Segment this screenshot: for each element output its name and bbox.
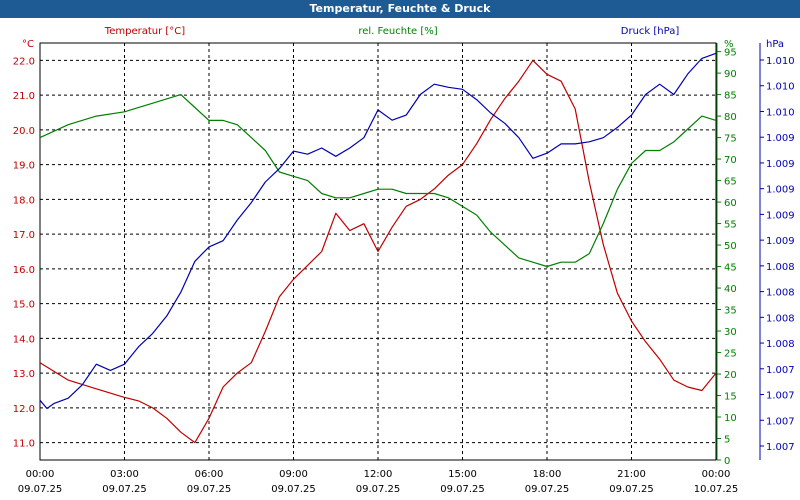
temp-tick-label: 22.0 (13, 56, 35, 67)
humidity-tick-label: 10 (724, 413, 737, 424)
humidity-tick-label: 30 (724, 327, 737, 338)
x-tick-time: 03:00 (110, 469, 139, 480)
pressure-tick-label: 1.008 (766, 339, 795, 350)
humidity-unit-label: % (724, 39, 734, 50)
x-tick-time: 15:00 (448, 469, 477, 480)
humidity-tick-label: 85 (724, 91, 737, 102)
x-tick-date: 09.07.25 (609, 484, 654, 495)
temp-tick-label: 18.0 (13, 195, 35, 206)
humidity-tick-label: 80 (724, 112, 737, 123)
humidity-series-label: rel. Feuchte [%] (358, 26, 437, 37)
humidity-tick-label: 90 (724, 69, 737, 80)
pressure-tick-label: 1.010 (766, 82, 795, 93)
pressure-tick-label: 1.009 (766, 159, 795, 170)
x-tick-date: 09.07.25 (187, 484, 232, 495)
window-title: Temperatur, Feuchte & Druck (0, 0, 800, 18)
temp-tick-label: 13.0 (13, 369, 35, 380)
temp-tick-label: 16.0 (13, 265, 35, 276)
x-tick-date: 09.07.25 (271, 484, 316, 495)
humidity-tick-label: 35 (724, 306, 737, 317)
pressure-tick-label: 1.010 (766, 107, 795, 118)
x-tick-date: 09.07.25 (102, 484, 147, 495)
pressure-line (39, 52, 717, 410)
temp-tick-label: 14.0 (13, 334, 35, 345)
pressure-tick-label: 1.008 (766, 262, 795, 273)
x-tick-date: 09.07.25 (356, 484, 401, 495)
series-lines (39, 52, 717, 444)
humidity-tick-label: 25 (724, 349, 737, 360)
humidity-tick-label: 20 (724, 370, 737, 381)
x-tick-date: 09.07.25 (18, 484, 63, 495)
humidity-tick-label: 60 (724, 198, 737, 209)
temp-unit-label: °C (22, 39, 34, 50)
humidity-tick-label: 55 (724, 220, 737, 231)
pressure-tick-label: 1.010 (766, 56, 795, 67)
x-tick-date: 09.07.25 (440, 484, 485, 495)
temp-tick-label: 19.0 (13, 161, 35, 172)
humidity-line (39, 93, 717, 268)
grid (40, 43, 716, 460)
pressure-tick-label: 1.008 (766, 313, 795, 324)
humidity-tick-label: 65 (724, 177, 737, 188)
x-tick-time: 18:00 (533, 469, 562, 480)
humidity-tick-label: 40 (724, 284, 737, 295)
x-tick-time: 06:00 (195, 469, 224, 480)
pressure-tick-label: 1.008 (766, 288, 795, 299)
pressure-tick-label: 1.009 (766, 185, 795, 196)
pressure-tick-label: 1.009 (766, 133, 795, 144)
pressure-tick-label: 1.007 (766, 442, 795, 453)
temp-tick-label: 12.0 (13, 404, 35, 415)
temp-tick-label: 17.0 (13, 230, 35, 241)
humidity-tick-label: 5 (724, 435, 730, 446)
x-tick-time: 12:00 (364, 469, 393, 480)
pressure-unit-label: hPa (766, 39, 784, 50)
pressure-tick-label: 1.009 (766, 210, 795, 221)
temp-tick-label: 15.0 (13, 300, 35, 311)
x-tick-time: 21:00 (617, 469, 646, 480)
x-tick-time: 00:00 (702, 469, 731, 480)
humidity-tick-label: 70 (724, 155, 737, 166)
chart: °C Temperatur [°C] rel. Feuchte [%] Druc… (0, 18, 800, 500)
tick-labels: 00:00 09.07.25 03:00 09.07.25 06:00 09.07.25 0… (13, 48, 795, 495)
humidity-tick-label: 75 (724, 134, 737, 145)
humidity-tick-label: 45 (724, 263, 737, 274)
pressure-tick-label: 1.007 (766, 391, 795, 402)
temperature-line (39, 59, 717, 444)
x-tick-time: 00:00 (26, 469, 55, 480)
temp-tick-label: 20.0 (13, 126, 35, 137)
pressure-tick-label: 1.007 (766, 365, 795, 376)
humidity-tick-label: 95 (724, 48, 737, 59)
pressure-tick-label: 1.007 (766, 416, 795, 427)
plot-frame (39, 42, 717, 461)
x-tick-date: 10.07.25 (694, 484, 739, 495)
temp-tick-label: 11.0 (13, 439, 35, 450)
humidity-tick-label: 50 (724, 241, 737, 252)
x-tick-time: 09:00 (279, 469, 308, 480)
temp-tick-label: 21.0 (13, 91, 35, 102)
temp-series-label: Temperatur [°C] (104, 26, 185, 37)
pressure-tick-label: 1.009 (766, 236, 795, 247)
x-tick-date: 09.07.25 (525, 484, 570, 495)
humidity-tick-label: 15 (724, 392, 737, 403)
humidity-tick-label: 0 (724, 456, 730, 467)
pressure-series-label: Druck [hPa] (621, 26, 680, 37)
